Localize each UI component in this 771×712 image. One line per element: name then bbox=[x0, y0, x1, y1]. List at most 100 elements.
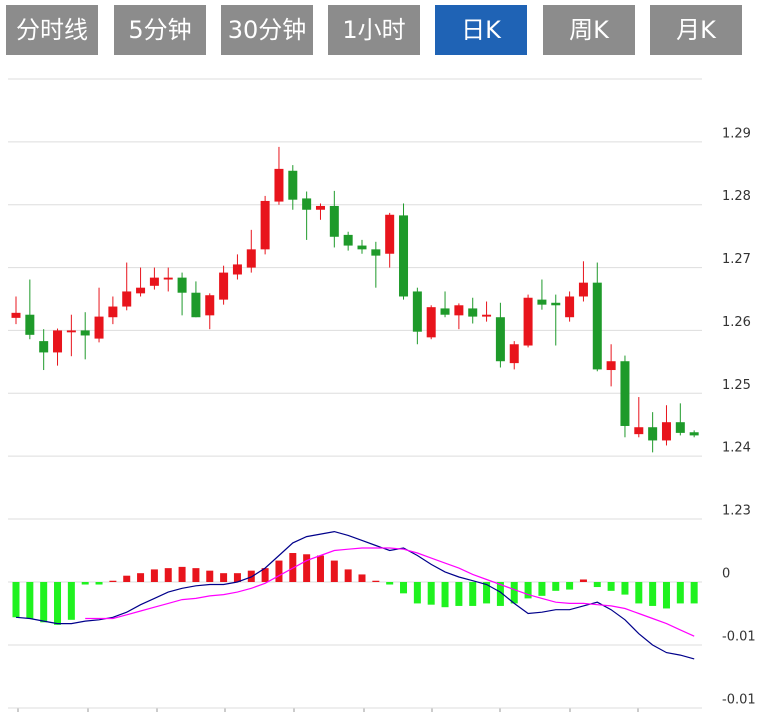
tab[interactable]: 周K bbox=[543, 5, 635, 55]
macd-bar bbox=[413, 582, 421, 604]
candle-body bbox=[274, 168, 284, 202]
macd-bar bbox=[538, 582, 546, 596]
macd-bar bbox=[483, 582, 491, 604]
y-tick-label: 1.23 bbox=[722, 504, 751, 519]
candle-body bbox=[606, 361, 616, 371]
macd-line bbox=[15, 530, 695, 660]
macd-bar bbox=[26, 582, 34, 619]
candle-body bbox=[25, 314, 35, 335]
candle-body bbox=[454, 305, 464, 316]
candle-body bbox=[426, 307, 436, 338]
candle-body bbox=[537, 299, 547, 305]
macd-bar bbox=[40, 582, 48, 623]
candle-body bbox=[509, 344, 519, 364]
candle-body bbox=[219, 272, 229, 300]
candle-body bbox=[385, 214, 395, 254]
macd-bar bbox=[552, 582, 560, 591]
tab[interactable]: 月K bbox=[650, 5, 742, 55]
tab[interactable]: 1小时 bbox=[328, 5, 420, 55]
tab-bar: 分时线 5分钟 30分钟 1小时 日K 周K 月K bbox=[0, 0, 771, 60]
candle-body bbox=[302, 198, 312, 210]
macd-bar bbox=[593, 582, 601, 588]
candle-body bbox=[357, 245, 367, 250]
macd-bar bbox=[220, 573, 228, 582]
candle-body bbox=[329, 205, 339, 237]
candle-body bbox=[108, 306, 118, 318]
y-tick-label: 1.24 bbox=[722, 441, 751, 456]
tab[interactable]: 30分钟 bbox=[221, 5, 313, 55]
candle-body bbox=[675, 422, 685, 433]
candle-body bbox=[232, 264, 242, 275]
macd-bar bbox=[95, 582, 103, 585]
macd-bar bbox=[344, 569, 352, 582]
y-tick-label: 1.25 bbox=[722, 378, 751, 393]
candle-body bbox=[468, 308, 478, 317]
macd-bar bbox=[579, 579, 587, 582]
macd-bar bbox=[150, 569, 158, 582]
macd-bar bbox=[316, 555, 324, 582]
candle-body bbox=[482, 314, 492, 317]
macd-bar bbox=[54, 582, 62, 625]
candle-body bbox=[661, 422, 671, 441]
candle-body bbox=[634, 427, 644, 435]
candle-body bbox=[80, 330, 90, 336]
macd-bar bbox=[386, 582, 394, 585]
macd-bar bbox=[67, 582, 75, 620]
macd-bar bbox=[649, 582, 657, 606]
candle-body bbox=[578, 282, 588, 297]
candle-body bbox=[177, 277, 187, 293]
candle-body bbox=[592, 282, 602, 370]
macd-bar bbox=[427, 582, 435, 605]
macd-bar bbox=[192, 568, 200, 582]
x-axis bbox=[8, 707, 702, 712]
candle-body bbox=[551, 302, 561, 306]
macd-bar bbox=[261, 568, 269, 582]
macd-bar bbox=[330, 560, 338, 582]
macd-bar bbox=[372, 580, 380, 582]
candle-body bbox=[260, 200, 270, 250]
y-tick-label: 1.29 bbox=[722, 126, 751, 141]
macd-bar bbox=[109, 580, 117, 582]
macd-bar bbox=[275, 560, 283, 582]
macd-bar bbox=[81, 582, 89, 585]
candle-body bbox=[122, 291, 132, 307]
macd-bar bbox=[676, 582, 684, 604]
macd-bar bbox=[690, 582, 698, 604]
candle-body bbox=[94, 316, 104, 339]
candle-body bbox=[39, 341, 49, 353]
macd-line bbox=[85, 547, 695, 637]
macd-bar bbox=[662, 582, 670, 609]
candle-body bbox=[565, 296, 575, 318]
macd-bar bbox=[621, 582, 629, 595]
tab[interactable]: 5分钟 bbox=[114, 5, 206, 55]
macd-bar bbox=[137, 573, 145, 582]
candle-body bbox=[11, 312, 21, 318]
macd-bar bbox=[358, 574, 366, 582]
candle-body bbox=[523, 297, 533, 346]
macd-bar bbox=[12, 582, 20, 618]
macd-bar bbox=[566, 582, 574, 590]
candle-body bbox=[343, 234, 353, 246]
macd-bar bbox=[400, 582, 408, 594]
candle-body bbox=[371, 249, 381, 256]
candle-body bbox=[136, 287, 146, 294]
macd-bar bbox=[123, 575, 131, 582]
tab[interactable]: 分时线 bbox=[6, 5, 98, 55]
y-tick-label: 1.27 bbox=[722, 252, 751, 267]
macd-bar bbox=[524, 582, 532, 599]
macd-bar bbox=[206, 570, 214, 582]
candle-body bbox=[315, 205, 325, 210]
candle-body bbox=[246, 249, 256, 268]
tab[interactable]: 日K bbox=[435, 5, 527, 55]
candle-body bbox=[288, 170, 298, 200]
macd-bar bbox=[441, 582, 449, 608]
y-tick-label: 1.28 bbox=[722, 189, 751, 204]
candle-body bbox=[191, 292, 201, 318]
candle-body bbox=[205, 295, 215, 316]
macd-bar bbox=[233, 573, 241, 582]
candle-body bbox=[495, 317, 505, 362]
macd-bar bbox=[469, 582, 477, 606]
candle-body bbox=[399, 215, 409, 297]
candle-body bbox=[440, 308, 450, 315]
